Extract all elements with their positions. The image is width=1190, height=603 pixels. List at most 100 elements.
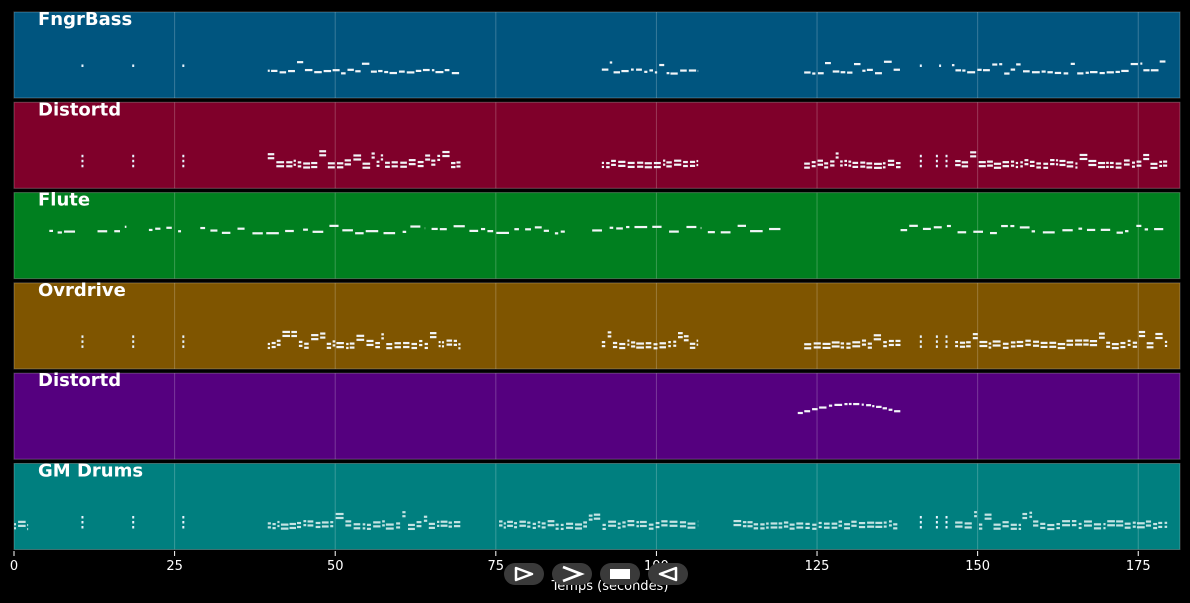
stop-icon — [610, 569, 630, 579]
note — [456, 165, 461, 168]
stop-button[interactable] — [600, 563, 640, 585]
note — [451, 161, 456, 165]
note — [403, 341, 410, 345]
note — [307, 520, 314, 523]
note — [1083, 343, 1089, 346]
track-lane — [13, 463, 1181, 550]
note — [429, 332, 437, 335]
note — [867, 521, 875, 524]
note — [852, 345, 861, 348]
note — [1140, 62, 1143, 65]
note — [689, 164, 696, 167]
note — [959, 345, 966, 348]
note — [431, 227, 438, 231]
note — [1057, 346, 1066, 350]
note — [840, 346, 845, 349]
note — [411, 342, 418, 346]
note — [818, 525, 822, 529]
note — [1089, 344, 1098, 347]
note — [507, 520, 513, 523]
note — [627, 524, 635, 527]
note — [18, 524, 26, 527]
note — [959, 341, 966, 344]
note — [1023, 70, 1030, 73]
note — [64, 230, 76, 233]
note — [132, 154, 135, 158]
x-tick-label: 25 — [166, 559, 183, 574]
note — [566, 522, 574, 525]
note — [353, 523, 361, 526]
note — [673, 344, 677, 347]
note — [560, 527, 564, 531]
note — [444, 69, 450, 72]
note — [883, 345, 887, 348]
note — [818, 521, 822, 525]
note — [668, 341, 671, 344]
note — [1106, 71, 1114, 74]
note — [297, 165, 302, 168]
note — [654, 71, 658, 74]
note — [575, 523, 583, 526]
note — [81, 515, 84, 519]
back-button[interactable] — [648, 563, 688, 585]
note — [555, 523, 559, 526]
note — [770, 526, 778, 529]
note — [637, 161, 644, 164]
note — [588, 514, 593, 517]
note — [1123, 163, 1130, 166]
note — [962, 69, 966, 72]
note — [966, 345, 971, 348]
note — [866, 166, 873, 169]
note — [366, 523, 371, 526]
note — [648, 523, 654, 526]
note — [1116, 524, 1124, 527]
note — [332, 69, 340, 72]
play-button[interactable] — [504, 563, 544, 585]
note — [979, 340, 988, 344]
note — [683, 160, 688, 164]
note — [380, 154, 384, 157]
note — [831, 341, 840, 344]
back-icon — [658, 566, 678, 582]
note — [453, 521, 461, 524]
note — [182, 525, 185, 529]
note — [883, 341, 887, 344]
note — [1132, 341, 1138, 344]
note — [527, 525, 531, 528]
note — [453, 343, 457, 346]
note — [277, 520, 280, 524]
note — [276, 161, 285, 164]
note — [422, 68, 430, 72]
note — [271, 69, 278, 72]
note — [1049, 341, 1057, 344]
note — [487, 230, 494, 233]
note — [1015, 161, 1019, 165]
note — [267, 346, 270, 350]
note — [888, 520, 892, 523]
x-tick-label: 175 — [1126, 559, 1151, 574]
note — [282, 334, 290, 338]
note — [852, 161, 859, 164]
note — [451, 165, 456, 169]
note — [327, 166, 335, 169]
note — [655, 521, 660, 525]
note — [366, 527, 371, 530]
note — [636, 521, 639, 524]
note — [1111, 347, 1119, 350]
note — [978, 527, 983, 530]
note — [1145, 520, 1152, 523]
note — [644, 162, 652, 165]
note — [267, 526, 271, 529]
note — [200, 226, 206, 230]
note — [1071, 524, 1077, 527]
note — [966, 341, 971, 344]
note — [314, 71, 322, 74]
note — [851, 524, 857, 527]
note — [967, 71, 976, 74]
forward-button[interactable] — [552, 563, 592, 585]
note — [1066, 339, 1074, 342]
note — [366, 343, 374, 347]
note — [606, 162, 610, 165]
note — [888, 339, 894, 343]
note — [441, 341, 445, 344]
